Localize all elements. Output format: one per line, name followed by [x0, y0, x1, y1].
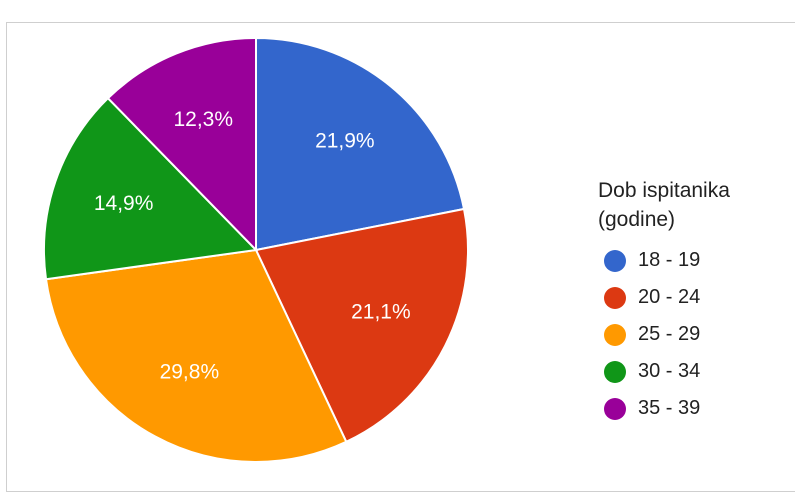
legend-swatch-icon — [604, 323, 626, 346]
slice-label: 21,1% — [351, 301, 411, 324]
legend-label: 25 - 29 — [638, 323, 701, 345]
pie-slice-18-19 — [255, 36, 466, 252]
legend-title-line-1: Dob ispitanika — [598, 179, 730, 202]
pie-slice-20-24 — [254, 207, 469, 444]
legend-label: 20 - 24 — [638, 286, 701, 308]
slice-label: 29,8% — [160, 361, 220, 384]
legend-label: 35 - 39 — [638, 397, 701, 419]
legend-swatch-icon — [604, 397, 626, 420]
legend-title: Dob ispitanika (godine) — [598, 176, 730, 234]
legend-item: 35 - 39 — [598, 390, 730, 427]
legend-title-line-2: (godine) — [598, 208, 676, 231]
legend-items: 18 - 19 20 - 24 25 - 29 30 - 34 35 - 39 — [598, 242, 730, 427]
pie-chart: 21,9% 21,1% 29,8% 14,9% 12,3% — [43, 36, 469, 463]
pie-slice-35-39 — [106, 36, 257, 253]
legend-label: 30 - 34 — [638, 360, 701, 382]
legend-swatch-icon — [604, 360, 626, 383]
legend-swatch-icon — [604, 286, 626, 309]
legend-item: 30 - 34 — [598, 353, 730, 390]
legend-item: 18 - 19 — [598, 242, 730, 279]
legend-item: 20 - 24 — [598, 279, 730, 316]
legend-swatch-icon — [604, 249, 626, 272]
slice-label: 14,9% — [94, 192, 154, 215]
legend-label: 18 - 19 — [638, 249, 701, 271]
legend-item: 25 - 29 — [598, 316, 730, 353]
slice-label: 21,9% — [315, 129, 375, 152]
pie-slice-25-29 — [44, 248, 348, 463]
slice-label: 12,3% — [173, 108, 233, 131]
pie-slice-30-34 — [43, 96, 259, 281]
legend: Dob ispitanika (godine) 18 - 19 20 - 24 25… — [598, 176, 730, 427]
